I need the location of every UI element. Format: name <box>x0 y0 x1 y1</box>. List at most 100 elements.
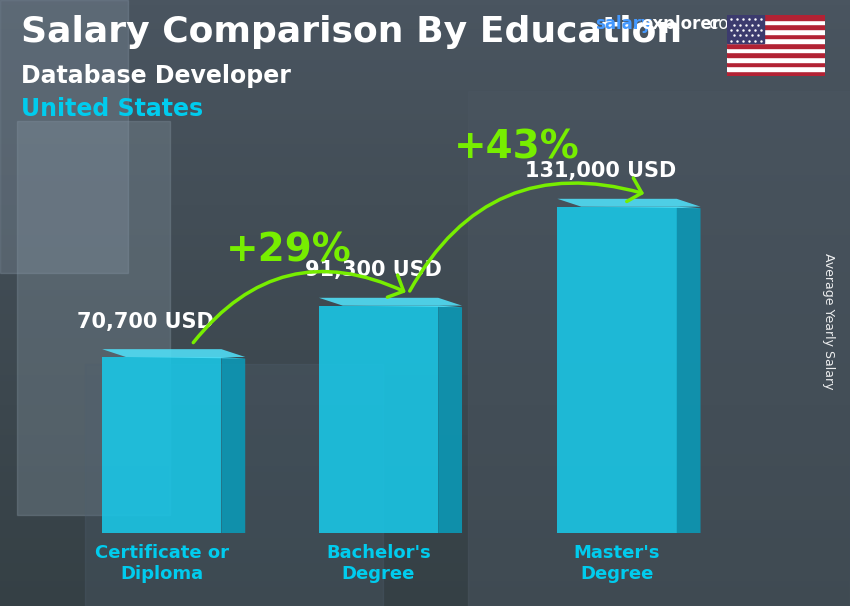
Polygon shape <box>102 357 245 359</box>
Bar <box>0 61 850 67</box>
Bar <box>0 570 850 576</box>
Bar <box>0 261 850 267</box>
Bar <box>0 527 850 533</box>
Bar <box>0 582 850 588</box>
Bar <box>0 230 850 236</box>
Bar <box>727 67 824 71</box>
Polygon shape <box>319 305 439 533</box>
Bar <box>0 85 850 91</box>
Bar <box>0 382 850 388</box>
Bar <box>0 424 850 430</box>
Bar <box>0 6 850 12</box>
Bar <box>0 539 850 545</box>
Bar <box>0 418 850 424</box>
Bar <box>0 55 850 61</box>
Polygon shape <box>319 305 462 307</box>
Bar <box>0 454 850 461</box>
Bar <box>727 15 764 43</box>
Bar <box>0 600 850 606</box>
Bar <box>0 564 850 570</box>
Bar <box>0 139 850 145</box>
Bar <box>0 521 850 527</box>
Bar <box>0 103 850 109</box>
Bar <box>0 115 850 121</box>
Bar <box>0 339 850 345</box>
Bar <box>0 333 850 339</box>
Bar <box>0 48 850 55</box>
Bar <box>0 473 850 479</box>
Text: +43%: +43% <box>454 128 580 166</box>
Bar <box>0 42 850 48</box>
Bar <box>0 0 128 273</box>
Bar <box>0 200 850 206</box>
Bar <box>0 461 850 467</box>
Bar <box>0 303 850 309</box>
Bar <box>0 242 850 248</box>
Polygon shape <box>319 298 462 305</box>
Polygon shape <box>102 357 221 533</box>
Bar <box>0 248 850 255</box>
Bar <box>0 551 850 558</box>
Bar <box>0 503 850 509</box>
Bar <box>727 20 824 24</box>
Bar <box>0 358 850 364</box>
Text: salary: salary <box>595 15 652 33</box>
Text: .com: .com <box>704 15 745 33</box>
Bar <box>0 588 850 594</box>
Bar <box>0 412 850 418</box>
Polygon shape <box>558 207 700 208</box>
Bar <box>85 364 382 606</box>
Polygon shape <box>677 207 700 535</box>
Bar <box>727 62 824 67</box>
Bar <box>0 158 850 164</box>
Bar <box>0 376 850 382</box>
Bar <box>727 57 824 62</box>
Bar <box>0 576 850 582</box>
Bar <box>0 327 850 333</box>
Bar <box>0 224 850 230</box>
Text: United States: United States <box>21 97 203 121</box>
Bar <box>0 351 850 358</box>
Bar <box>0 388 850 394</box>
Text: Database Developer: Database Developer <box>21 64 291 88</box>
Bar <box>0 315 850 321</box>
Bar <box>0 194 850 200</box>
Bar <box>0 0 850 6</box>
Bar <box>0 36 850 42</box>
Bar <box>0 485 850 491</box>
Bar <box>0 321 850 327</box>
Text: 91,300 USD: 91,300 USD <box>304 261 442 281</box>
Bar <box>727 53 824 57</box>
Bar <box>0 182 850 188</box>
Bar <box>17 121 170 515</box>
Bar <box>0 145 850 152</box>
Bar <box>0 491 850 497</box>
Bar <box>0 73 850 79</box>
Text: 70,700 USD: 70,700 USD <box>77 311 214 331</box>
Polygon shape <box>558 199 700 207</box>
Bar <box>0 109 850 115</box>
Bar <box>0 497 850 503</box>
Bar <box>0 164 850 170</box>
Bar <box>0 12 850 18</box>
Bar <box>0 400 850 406</box>
Bar <box>0 267 850 273</box>
Text: 131,000 USD: 131,000 USD <box>525 161 677 181</box>
Bar <box>727 48 824 53</box>
Bar <box>0 285 850 291</box>
Bar <box>0 515 850 521</box>
Bar <box>0 67 850 73</box>
Bar <box>0 533 850 539</box>
Bar <box>0 236 850 242</box>
Bar <box>727 15 824 20</box>
Bar <box>0 442 850 448</box>
Bar <box>0 133 850 139</box>
Bar <box>0 448 850 454</box>
Bar <box>727 71 824 76</box>
Bar <box>0 467 850 473</box>
Bar <box>727 34 824 38</box>
Bar <box>0 345 850 351</box>
Text: explorer: explorer <box>642 15 721 33</box>
Text: +29%: +29% <box>226 231 352 270</box>
Polygon shape <box>558 207 677 533</box>
